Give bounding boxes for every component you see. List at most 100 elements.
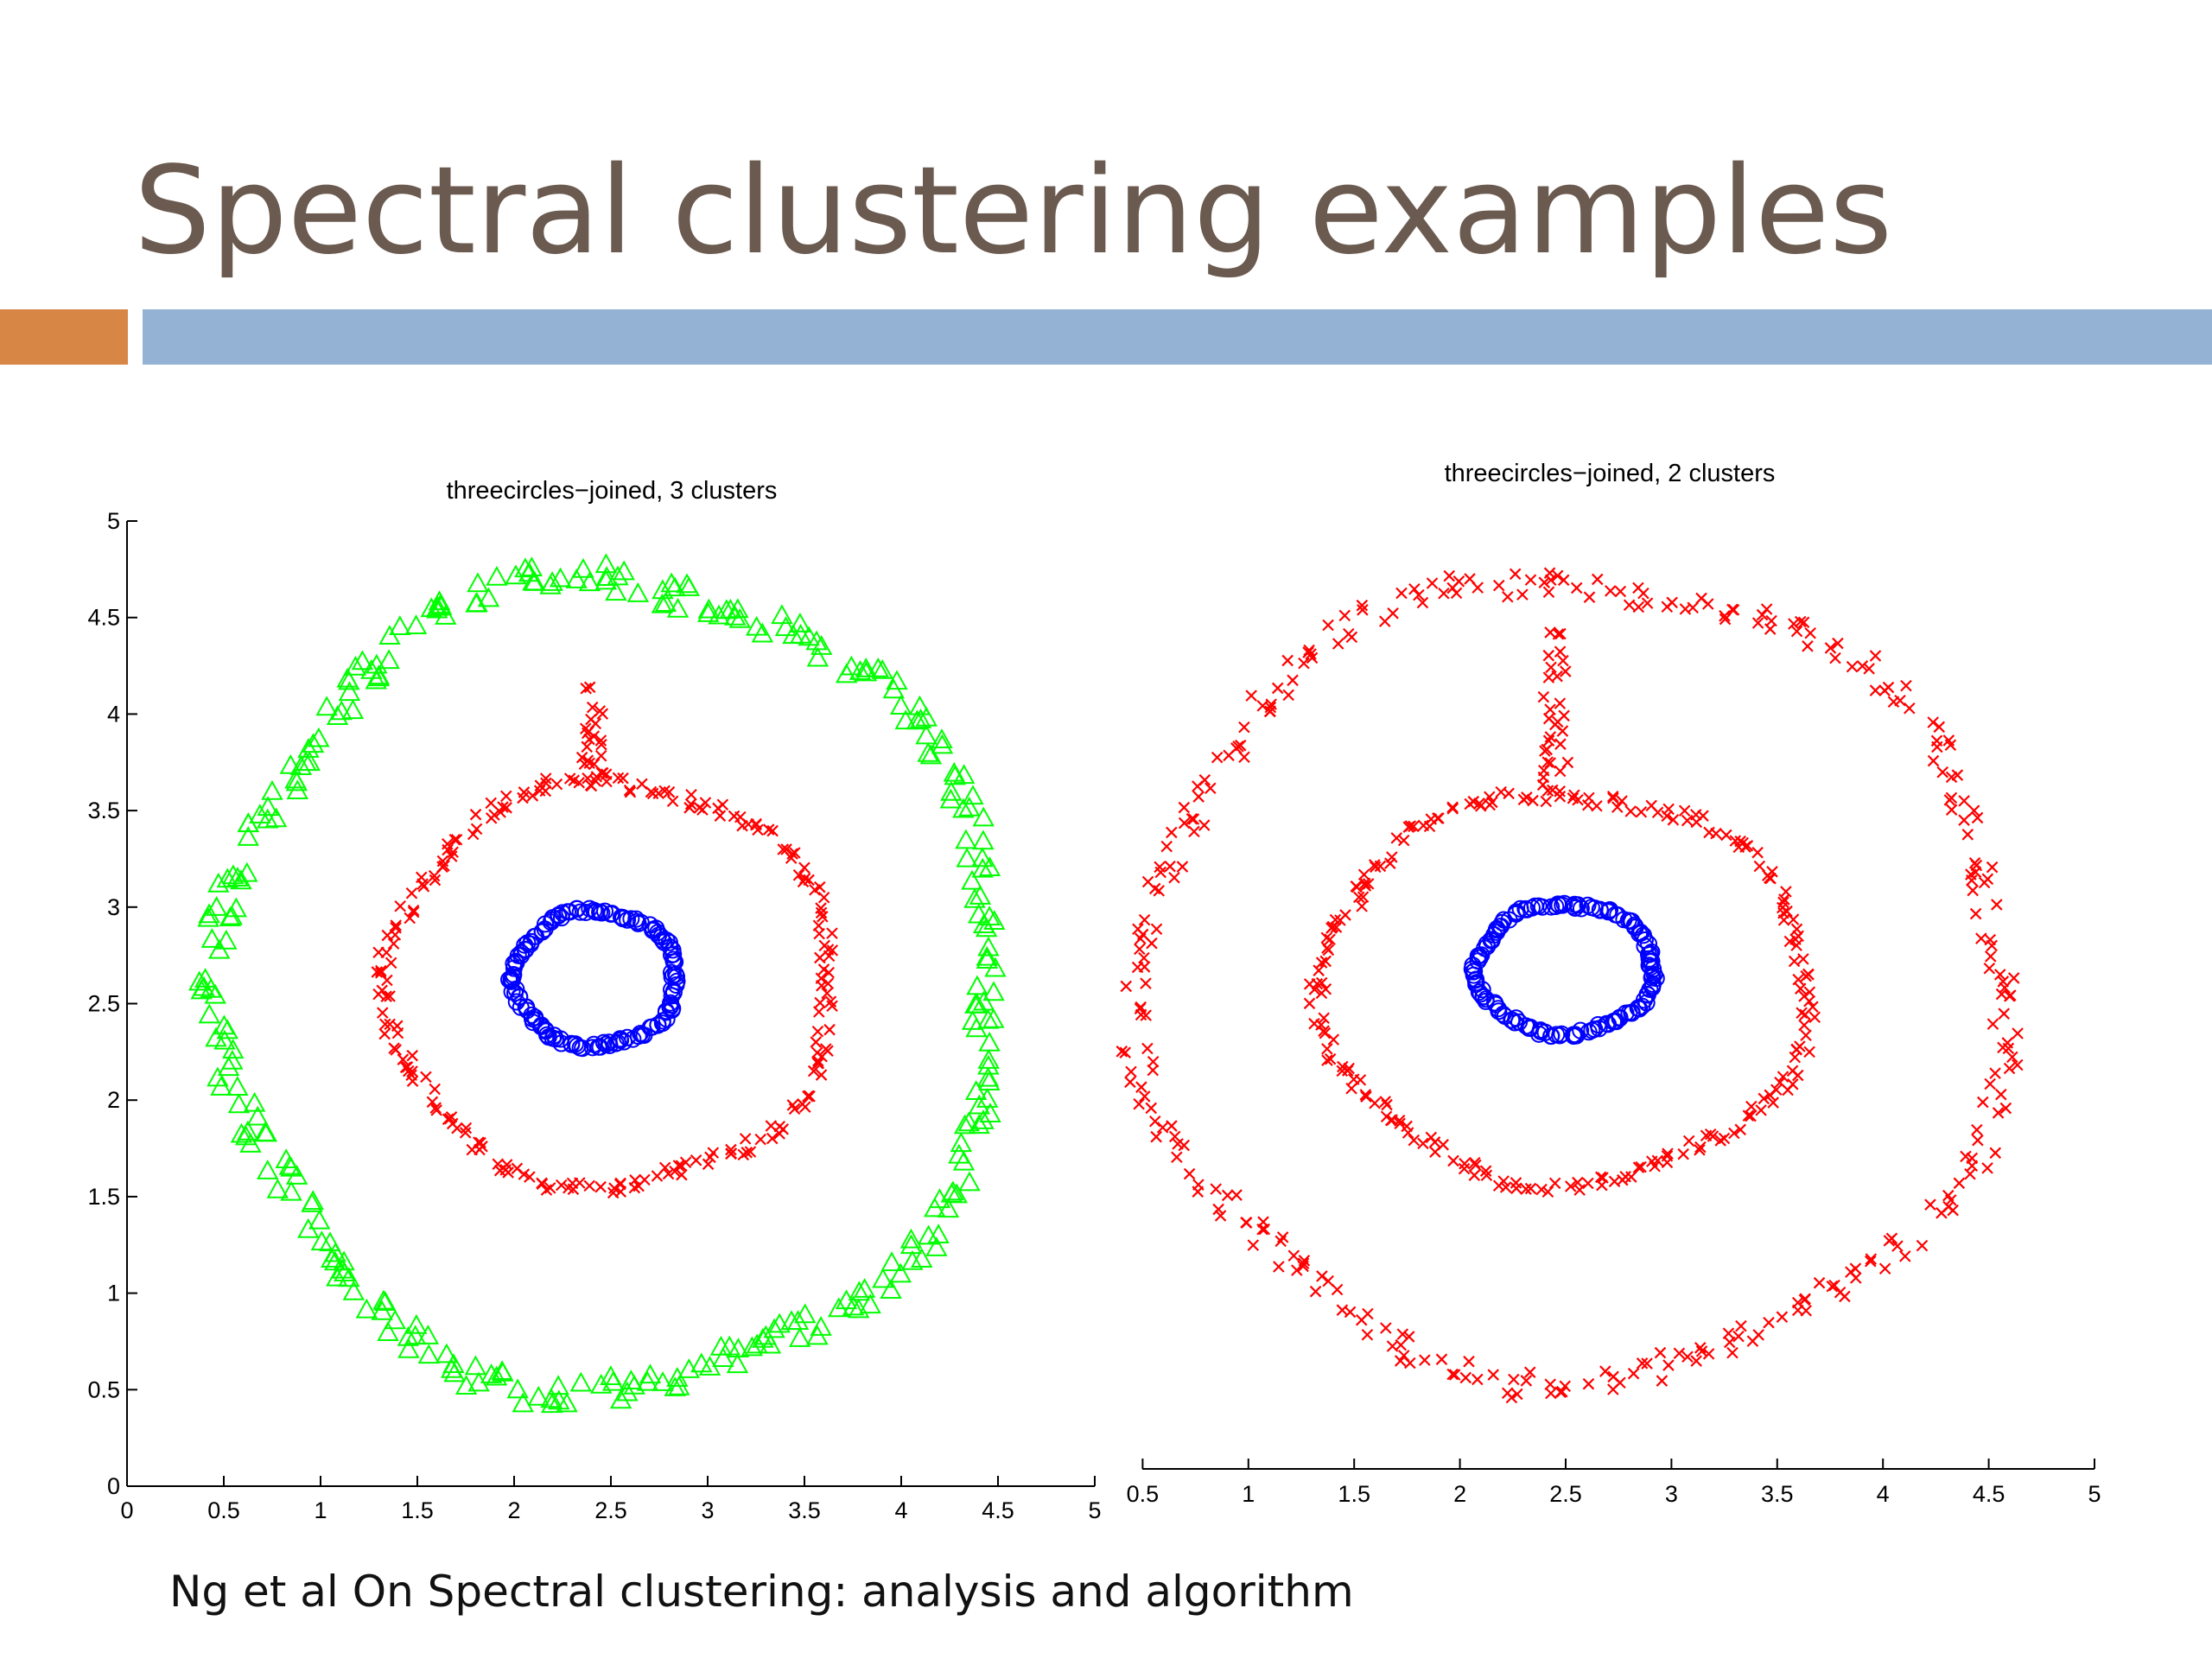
- data-point: [1882, 681, 1895, 694]
- data-point: [1869, 684, 1882, 696]
- data-point: [1997, 976, 2010, 988]
- data-point: [375, 964, 387, 977]
- data-point: [1799, 1293, 1811, 1305]
- data-point: [1981, 1162, 1993, 1174]
- x-tick-label: 2: [1453, 1481, 1466, 1507]
- data-point: [1166, 1120, 1178, 1132]
- data-point: [953, 1114, 976, 1135]
- data-point: [806, 646, 830, 667]
- data-point: [594, 569, 618, 590]
- data-point: [811, 1025, 824, 1038]
- data-point: [243, 1091, 266, 1112]
- data-point: [1977, 1096, 1989, 1109]
- data-point: [355, 1298, 378, 1319]
- data-point: [826, 944, 839, 957]
- data-point: [1336, 1304, 1349, 1316]
- data-point: [569, 1371, 593, 1392]
- data-point: [594, 705, 607, 717]
- data-point: [1720, 829, 1732, 842]
- data-point: [1790, 923, 1803, 936]
- data-point: [969, 885, 992, 905]
- data-point: [571, 1039, 589, 1057]
- data-point: [662, 1167, 675, 1180]
- data-point: [285, 1164, 308, 1185]
- data-point: [616, 1381, 639, 1402]
- data-point: [1172, 1138, 1184, 1150]
- data-point: [1645, 799, 1657, 812]
- data-point: [2006, 1051, 2018, 1064]
- data-point: [1776, 1311, 1789, 1323]
- data-point: [1153, 885, 1166, 897]
- data-point: [677, 1358, 701, 1378]
- data-point: [1149, 1115, 1161, 1128]
- data-point: [1471, 1373, 1484, 1386]
- data-point: [467, 572, 489, 593]
- data-point: [582, 772, 594, 785]
- data-point: [1511, 1388, 1523, 1401]
- data-point: [1319, 955, 1332, 968]
- data-point: [786, 1310, 810, 1331]
- data-point: [1135, 932, 1147, 945]
- data-point: [1417, 819, 1430, 832]
- x-tick-label: 3.5: [1761, 1481, 1794, 1507]
- data-point: [377, 1321, 399, 1341]
- data-point: [1845, 1266, 1857, 1278]
- data-point: [1561, 756, 1574, 769]
- data-point: [737, 1148, 750, 1161]
- data-point: [1787, 913, 1800, 925]
- data-point: [581, 741, 593, 753]
- data-point: [835, 1289, 858, 1310]
- data-point: [246, 1105, 269, 1126]
- data-point: [1763, 1316, 1775, 1329]
- data-point: [1551, 715, 1564, 728]
- data-point: [1426, 577, 1439, 589]
- data-point: [1829, 652, 1841, 664]
- data-point: [1786, 1065, 1799, 1077]
- data-point: [1124, 1076, 1136, 1089]
- data-point: [1554, 627, 1567, 640]
- data-point: [1632, 601, 1645, 613]
- data-point: [200, 977, 222, 998]
- data-point: [1582, 1377, 1595, 1390]
- data-point: [365, 669, 387, 690]
- data-point: [436, 855, 449, 868]
- data-point: [704, 1151, 716, 1164]
- data-point: [957, 1111, 980, 1132]
- data-point: [1559, 1380, 1572, 1393]
- data-point: [1380, 1322, 1392, 1334]
- data-point: [188, 970, 211, 991]
- data-point: [1728, 1127, 1740, 1140]
- data-point: [1679, 603, 1692, 615]
- data-point: [1662, 1359, 1675, 1371]
- data-point: [615, 1033, 633, 1051]
- data-point: [546, 1030, 564, 1048]
- data-point: [894, 709, 917, 730]
- data-point: [899, 1234, 923, 1255]
- data-point: [1651, 1154, 1664, 1167]
- data-point: [442, 1353, 465, 1374]
- data-point: [1636, 1357, 1649, 1370]
- data-point: [1864, 1255, 1877, 1268]
- data-point: [612, 908, 630, 926]
- data-point: [601, 775, 613, 788]
- y-tick-label: 4.5: [87, 605, 120, 631]
- data-point: [1166, 826, 1178, 839]
- data-point: [1138, 913, 1151, 926]
- data-point: [378, 625, 401, 645]
- data-point: [966, 975, 988, 995]
- data-point: [719, 598, 742, 619]
- data-point: [1572, 1021, 1590, 1039]
- data-point: [537, 915, 555, 933]
- data-point: [1981, 873, 1994, 886]
- data-point: [1969, 907, 1982, 920]
- data-point: [931, 734, 954, 754]
- data-point: [1813, 1276, 1826, 1289]
- data-point: [1320, 931, 1333, 944]
- data-point: [613, 910, 632, 928]
- data-point: [788, 1327, 811, 1347]
- data-point: [426, 1096, 439, 1109]
- data-point: [1413, 588, 1425, 601]
- data-point: [1474, 800, 1487, 812]
- data-point: [798, 626, 820, 646]
- data-point: [1927, 716, 1939, 728]
